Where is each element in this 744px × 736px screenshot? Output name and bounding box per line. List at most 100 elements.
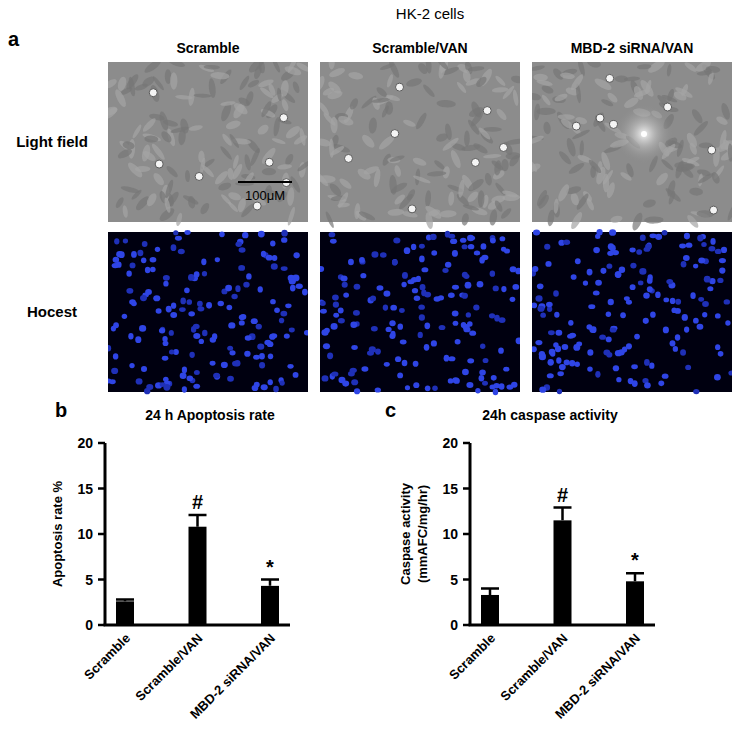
nucleus bbox=[608, 299, 614, 306]
cell-texture bbox=[253, 64, 264, 79]
nucleus bbox=[666, 279, 673, 284]
nucleus bbox=[599, 335, 606, 340]
x-tick-label: Scramble/VAN bbox=[132, 631, 205, 704]
nucleus bbox=[636, 249, 642, 255]
nucleus bbox=[163, 384, 170, 391]
cell-texture bbox=[337, 114, 355, 127]
nucleus bbox=[218, 301, 224, 306]
nucleus bbox=[141, 366, 147, 372]
cell-texture bbox=[727, 143, 732, 162]
nucleus bbox=[390, 305, 397, 311]
cell-texture bbox=[532, 162, 542, 174]
cell-texture bbox=[467, 177, 486, 193]
cell-texture bbox=[666, 88, 675, 102]
nucleus bbox=[370, 296, 376, 302]
nucleus bbox=[251, 318, 258, 324]
cell-texture bbox=[718, 129, 728, 149]
cell-texture bbox=[493, 160, 502, 176]
image-background bbox=[532, 232, 732, 392]
nucleus bbox=[142, 241, 148, 247]
cell-texture bbox=[277, 163, 292, 170]
nucleus bbox=[532, 266, 538, 272]
cell-texture bbox=[683, 62, 698, 73]
nucleus bbox=[389, 320, 395, 326]
nucleus bbox=[431, 340, 437, 346]
nucleus bbox=[684, 233, 690, 240]
error-bar bbox=[481, 589, 499, 595]
nucleus bbox=[643, 292, 650, 298]
nucleus bbox=[155, 247, 160, 252]
nucleus bbox=[455, 339, 461, 344]
nucleus bbox=[245, 335, 252, 341]
cell-texture bbox=[540, 94, 552, 107]
nucleus bbox=[658, 381, 664, 387]
nucleus bbox=[279, 318, 284, 324]
nucleus bbox=[202, 271, 207, 276]
nucleus bbox=[126, 288, 133, 294]
cell-texture bbox=[571, 128, 590, 140]
nucleus bbox=[271, 263, 278, 269]
nucleus bbox=[383, 291, 390, 297]
nucleus bbox=[466, 312, 471, 317]
nucleus bbox=[533, 230, 540, 236]
nucleus bbox=[563, 240, 570, 245]
cell-texture bbox=[556, 183, 571, 203]
cell-texture bbox=[185, 170, 191, 182]
cell-texture bbox=[483, 127, 502, 132]
round-cell bbox=[572, 122, 580, 130]
cell-texture bbox=[358, 210, 376, 222]
round-cell bbox=[606, 74, 614, 82]
cell-texture bbox=[188, 124, 203, 132]
nucleus bbox=[272, 255, 278, 261]
nucleus bbox=[360, 273, 366, 278]
cell-texture bbox=[405, 77, 423, 88]
cell-texture bbox=[610, 215, 624, 224]
light-field-image bbox=[320, 62, 520, 230]
nucleus bbox=[180, 373, 187, 379]
cell-texture bbox=[320, 170, 330, 187]
nucleus bbox=[197, 301, 203, 307]
cell-texture bbox=[633, 88, 651, 99]
nucleus bbox=[202, 330, 207, 336]
cell-texture bbox=[260, 100, 273, 118]
cell-texture bbox=[165, 164, 179, 178]
cell-texture bbox=[108, 77, 118, 90]
nucleus bbox=[675, 334, 680, 340]
nucleus bbox=[553, 290, 559, 297]
nucleus bbox=[184, 288, 190, 294]
cell-texture bbox=[320, 75, 326, 92]
nucleus bbox=[490, 271, 495, 277]
nucleus bbox=[162, 356, 169, 361]
nucleus bbox=[445, 262, 451, 268]
bar-chart: c24h caspase activityCaspase activity(mm… bbox=[385, 399, 655, 722]
nucleus bbox=[324, 328, 330, 333]
nucleus bbox=[684, 326, 689, 332]
cell-texture bbox=[122, 205, 129, 218]
bar bbox=[626, 581, 644, 625]
round-cell bbox=[396, 83, 404, 91]
nucleus bbox=[327, 353, 333, 360]
y-tick-label: 0 bbox=[450, 617, 458, 633]
y-tick-label: 0 bbox=[85, 617, 93, 633]
y-tick-label: 20 bbox=[442, 435, 458, 451]
cell-texture bbox=[170, 125, 189, 134]
cell-texture bbox=[468, 66, 485, 72]
scale-bar-label: 100μM bbox=[245, 188, 285, 203]
cell-texture bbox=[512, 89, 519, 106]
nucleus bbox=[402, 272, 408, 279]
light-field-image bbox=[108, 62, 308, 227]
nucleus bbox=[182, 386, 187, 392]
nucleus bbox=[187, 375, 193, 381]
nucleus bbox=[193, 384, 200, 389]
round-cell bbox=[265, 158, 273, 166]
bar bbox=[116, 601, 134, 625]
nucleus bbox=[537, 306, 544, 312]
cell-texture bbox=[502, 194, 520, 202]
nucleus bbox=[421, 267, 428, 272]
nucleus bbox=[615, 271, 621, 278]
nucleus bbox=[693, 318, 699, 324]
nucleus bbox=[595, 280, 602, 286]
nucleus bbox=[281, 266, 288, 271]
nucleus bbox=[644, 382, 651, 388]
nucleus bbox=[139, 325, 146, 332]
